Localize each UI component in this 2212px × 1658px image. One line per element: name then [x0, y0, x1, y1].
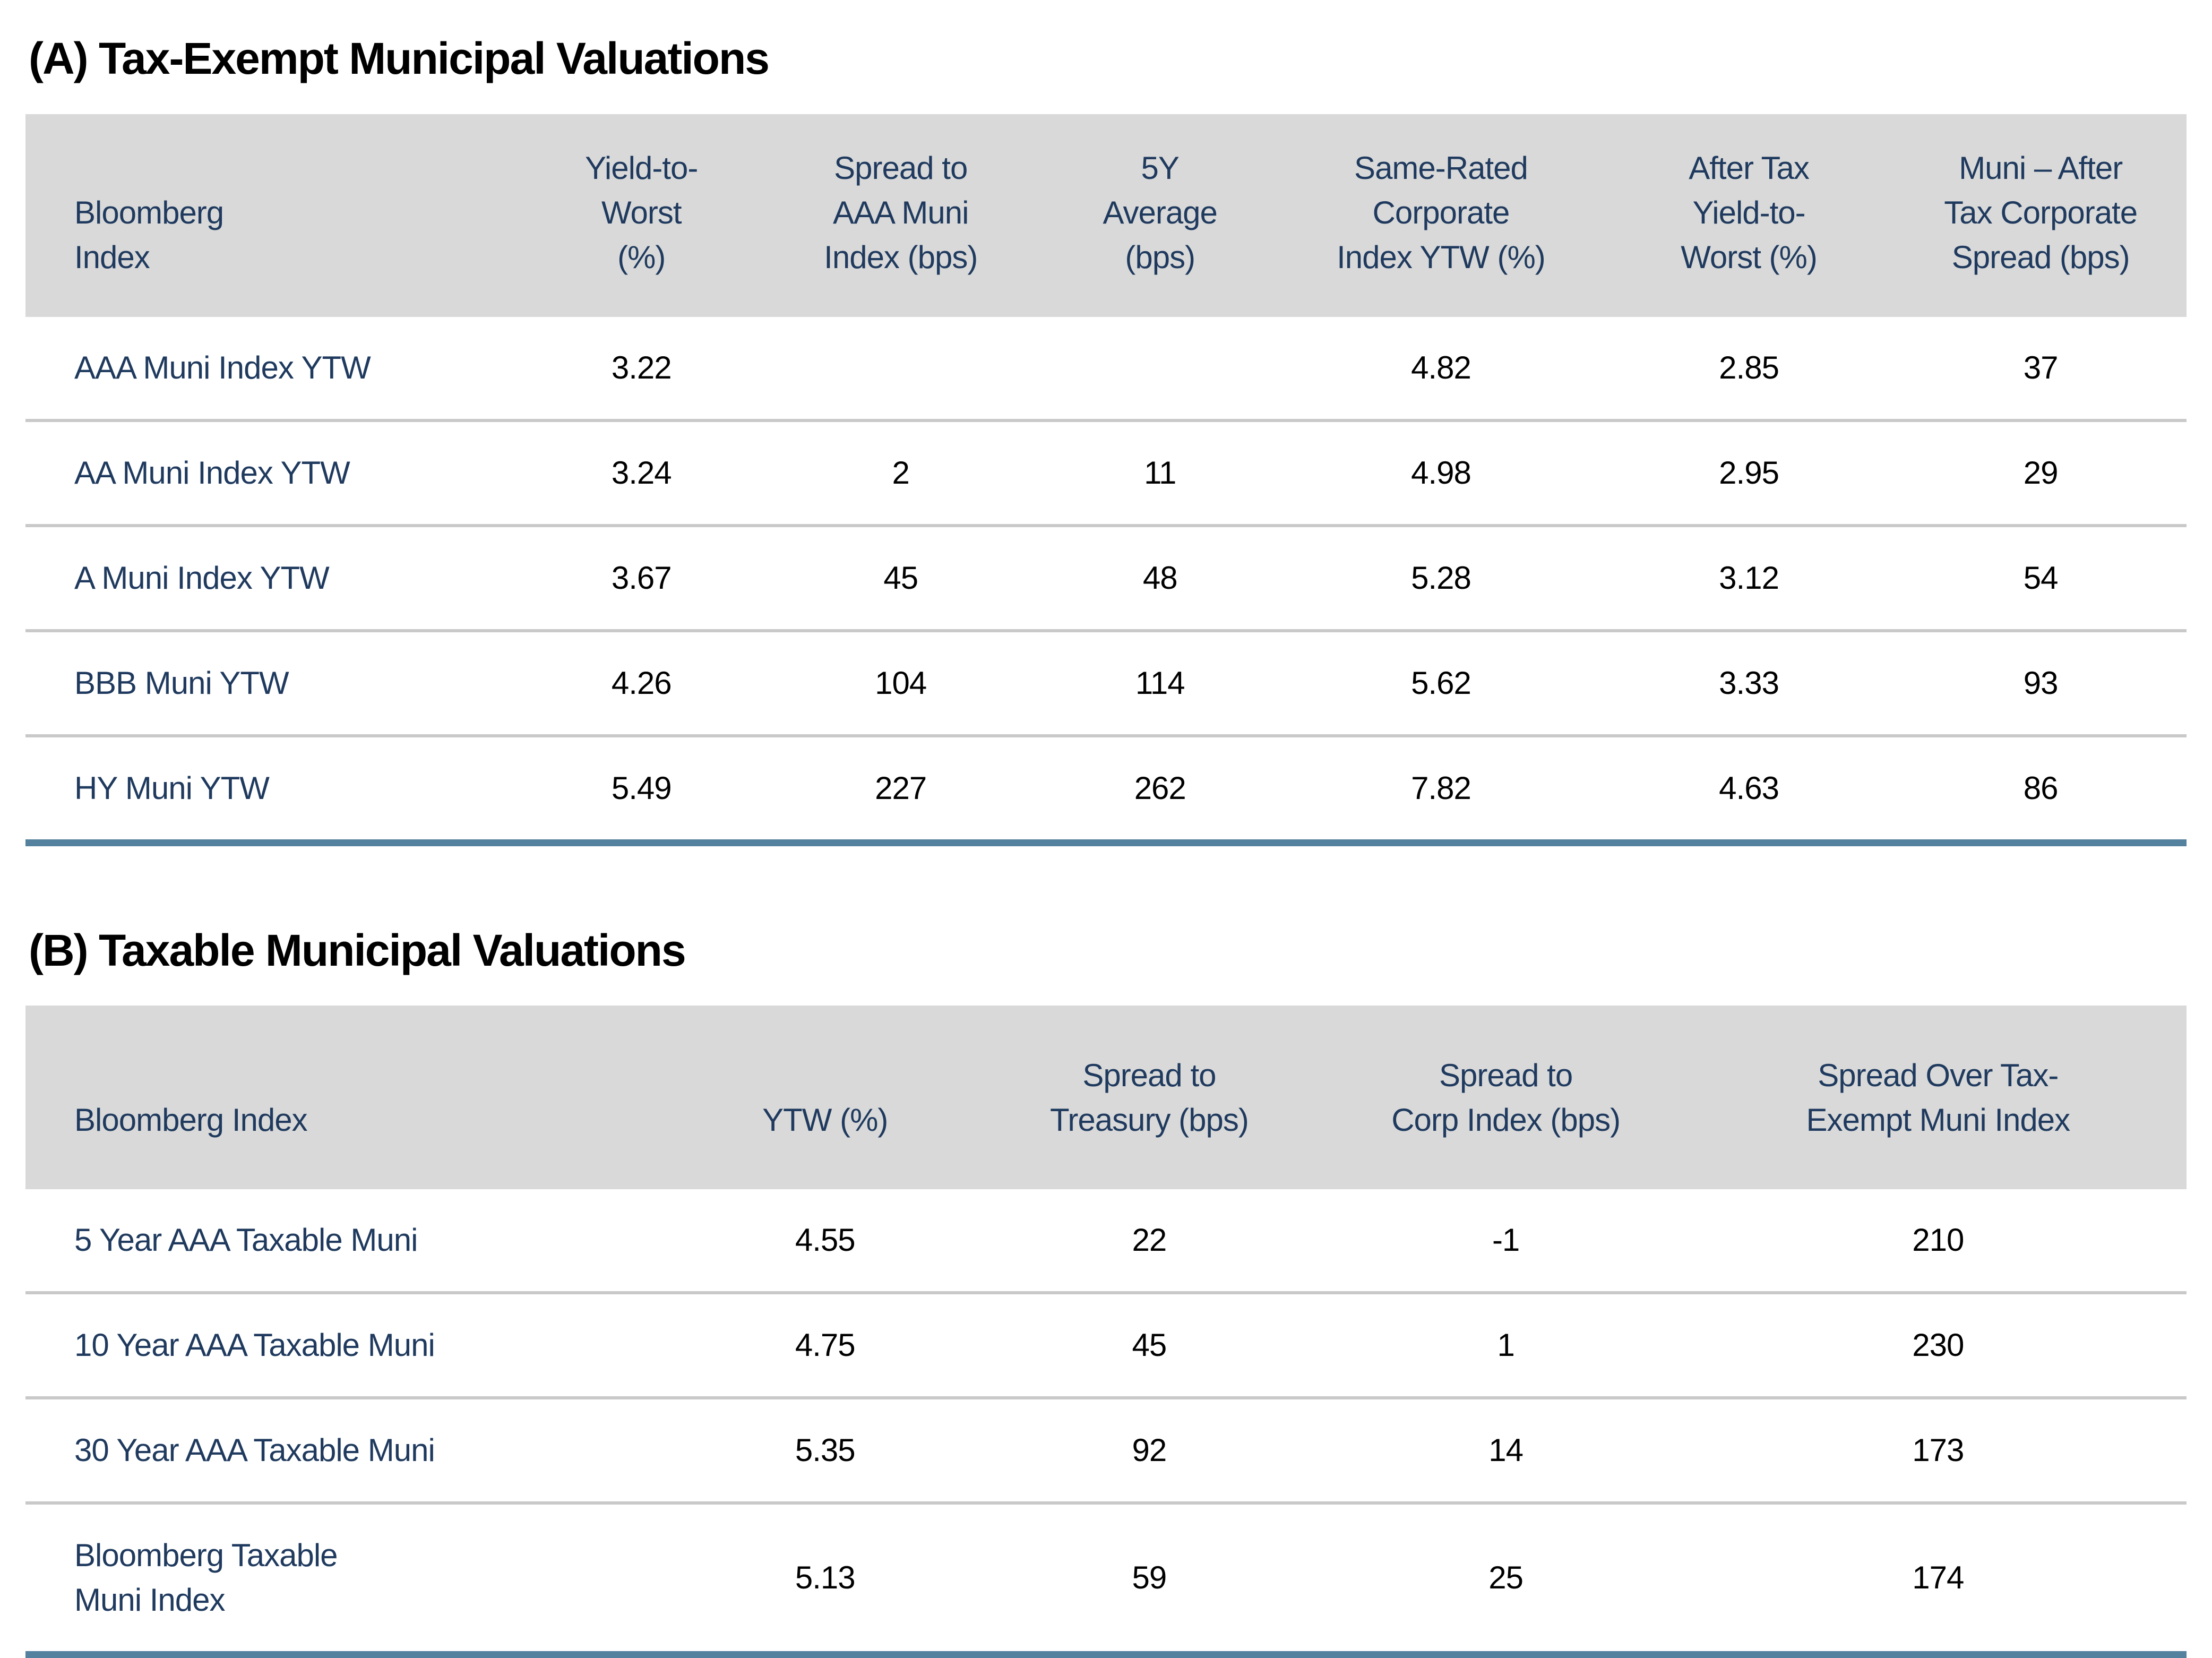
value-cell: 5.49	[522, 734, 761, 843]
header-row: Bloomberg Index Yield-to- Worst (%) Spre…	[25, 114, 2187, 317]
exhibit-page: (A) Tax-Exempt Municipal Valuations Bloo…	[25, 33, 2187, 1658]
tax-exempt-table-header: Bloomberg Index Yield-to- Worst (%) Spre…	[25, 114, 2187, 317]
value-cell: 230	[1689, 1291, 2187, 1398]
table-row-bbb-muni: BBB Muni YTW 4.26 104 114 5.62 3.33 93	[25, 629, 2187, 736]
column-header-spread-to-corp-index: Spread to Corp Index (bps)	[1322, 1006, 1690, 1190]
value-cell: 14	[1322, 1396, 1690, 1504]
value-cell: 29	[1895, 418, 2187, 526]
value-cell: 227	[760, 734, 1042, 843]
column-header-muni-after-tax-spread: Muni – After Tax Corporate Spread (bps)	[1895, 114, 2187, 317]
value-cell: 25	[1322, 1501, 1690, 1655]
taxable-valuations-table: Bloomberg Index YTW (%) Spread to Treasu…	[25, 1006, 2187, 1658]
row-label: 30 Year AAA Taxable Muni	[25, 1396, 674, 1504]
value-cell: 5.13	[674, 1501, 977, 1655]
value-cell: 37	[2023, 349, 2059, 385]
column-header-bloomberg-index: Bloomberg Index	[25, 1006, 674, 1190]
value-cell: 93	[1895, 629, 2187, 736]
taxable-table-header: Bloomberg Index YTW (%) Spread to Treasu…	[25, 1006, 2187, 1190]
value-cell	[760, 317, 1041, 420]
value-cell: 5.35	[674, 1396, 977, 1504]
row-label: AA Muni Index YTW	[25, 418, 523, 526]
value-cell: 48	[1041, 523, 1279, 631]
column-header-spread-to-aaa-muni: Spread to AAA Muni Index (bps)	[760, 114, 1042, 317]
column-header-5y-average: 5Y Average (bps)	[1041, 114, 1279, 317]
table-row-aaa-muni: AAA Muni Index YTW 3.22 4.82 2.85 37	[25, 317, 2187, 420]
value-cell	[1041, 317, 1279, 420]
value-cell: 7.82	[1279, 734, 1603, 843]
row-label: AAA Muni Index YTW	[74, 349, 371, 385]
column-header-same-rated-corporate: Same-Rated Corporate Index YTW (%)	[1279, 114, 1603, 317]
value-cell: 54	[1895, 523, 2187, 631]
column-header-spread-over-tax-exempt: Spread Over Tax- Exempt Muni Index	[1689, 1006, 2187, 1190]
column-header-ytw: YTW (%)	[674, 1006, 977, 1190]
value-cell: -1	[1492, 1222, 1520, 1258]
value-cell: 11	[1041, 418, 1279, 526]
value-cell: 3.67	[522, 523, 761, 631]
value-cell: 3.22	[611, 349, 672, 385]
value-cell: 22	[1132, 1222, 1167, 1258]
value-cell: 4.63	[1603, 734, 1895, 843]
section-a-title: (A) Tax-Exempt Municipal Valuations	[29, 33, 770, 83]
value-cell: 86	[1895, 734, 2187, 843]
value-cell: 5.62	[1279, 629, 1603, 736]
row-label: A Muni Index YTW	[25, 523, 523, 631]
value-cell: 4.55	[795, 1222, 856, 1258]
tax-exempt-valuations-table: Bloomberg Index Yield-to- Worst (%) Spre…	[25, 114, 2187, 846]
value-cell: 4.98	[1279, 418, 1603, 526]
value-cell: 2	[760, 418, 1042, 526]
table-row-30y-taxable: 30 Year AAA Taxable Muni 5.35 92 14 173	[25, 1396, 2187, 1504]
table-row-a-muni: A Muni Index YTW 3.67 45 48 5.28 3.12 54	[25, 523, 2187, 631]
row-label: BBB Muni YTW	[25, 629, 523, 736]
table-row-10y-taxable: 10 Year AAA Taxable Muni 4.75 45 1 230	[25, 1291, 2187, 1398]
value-cell: 173	[1689, 1396, 2187, 1504]
value-cell: 4.26	[522, 629, 761, 736]
value-cell: 174	[1689, 1501, 2187, 1655]
value-cell: 45	[760, 523, 1042, 631]
table-row-bloomberg-taxable-index: Bloomberg Taxable Muni Index 5.13 59 25 …	[25, 1501, 2187, 1655]
value-cell: 59	[976, 1501, 1322, 1655]
row-label: Bloomberg Taxable Muni Index	[25, 1501, 674, 1655]
table-row-hy-muni: HY Muni YTW 5.49 227 262 7.82 4.63 86	[25, 734, 2187, 843]
value-cell: 3.12	[1603, 523, 1895, 631]
value-cell: 4.82	[1411, 349, 1471, 385]
value-cell: 262	[1041, 734, 1279, 843]
table-row-aa-muni: AA Muni Index YTW 3.24 2 11 4.98 2.95 29	[25, 418, 2187, 526]
row-label: HY Muni YTW	[25, 734, 523, 843]
value-cell: 2.95	[1603, 418, 1895, 526]
row-label: 10 Year AAA Taxable Muni	[25, 1291, 674, 1398]
value-cell: 4.75	[674, 1291, 977, 1398]
column-header-spread-to-treasury: Spread to Treasury (bps)	[976, 1006, 1322, 1190]
table-row-5y-taxable: 5 Year AAA Taxable Muni 4.55 22 -1 210	[25, 1189, 2187, 1293]
value-cell: 2.85	[1719, 349, 1779, 385]
value-cell: 3.24	[522, 418, 761, 526]
section-b-title: (B) Taxable Municipal Valuations	[29, 925, 686, 975]
row-label: 5 Year AAA Taxable Muni	[74, 1222, 418, 1258]
value-cell: 104	[760, 629, 1042, 736]
header-row: Bloomberg Index YTW (%) Spread to Treasu…	[25, 1006, 2187, 1190]
value-cell: 1	[1322, 1291, 1690, 1398]
value-cell: 114	[1041, 629, 1279, 736]
value-cell: 5.28	[1279, 523, 1603, 631]
column-header-bloomberg-index: Bloomberg Index	[25, 114, 523, 317]
value-cell: 210	[1912, 1222, 1964, 1258]
value-cell: 92	[976, 1396, 1322, 1504]
value-cell: 3.33	[1603, 629, 1895, 736]
column-header-yield-to-worst: Yield-to- Worst (%)	[522, 114, 761, 317]
column-header-after-tax-ytw: After Tax Yield-to- Worst (%)	[1603, 114, 1895, 317]
value-cell: 45	[976, 1291, 1322, 1398]
